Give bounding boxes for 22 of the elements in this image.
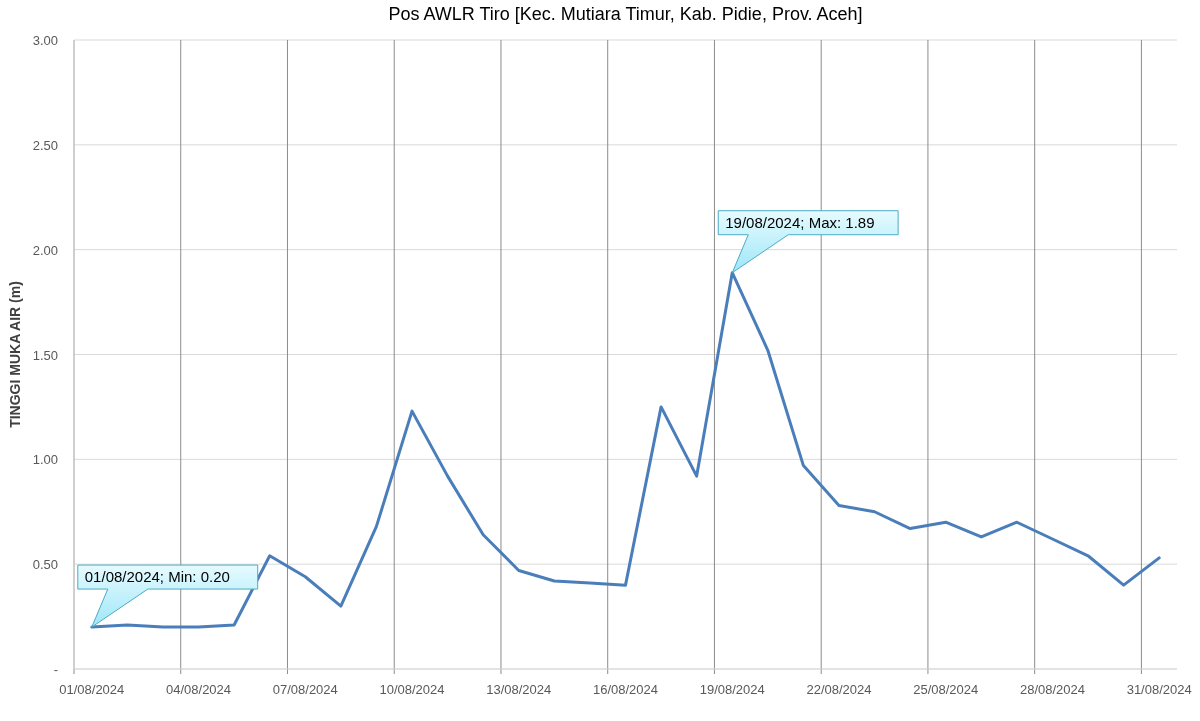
chart-title: Pos AWLR Tiro [Kec. Mutiara Timur, Kab. Pidie, Prov. Aceh] [388,4,863,24]
x-tick-label: 16/08/2024 [592,682,659,697]
x-tick-label: 28/08/2024 [1019,682,1086,697]
y-tick-label: 2.00 [32,242,58,258]
x-tick-label: 22/08/2024 [806,682,872,697]
y-tick-label: 1.50 [32,347,58,363]
x-tick-label: 19/08/2024 [699,682,765,697]
x-tick-label: 01/08/2024 [59,682,125,697]
y-tick-label: 2.50 [32,137,58,153]
x-tick-label: 04/08/2024 [165,682,232,697]
y-axis-title: TINGGI MUKA AIR (m) [7,281,23,428]
x-tick-label: 07/08/2024 [272,682,338,697]
y-tick-label: 0.50 [32,557,58,573]
x-tick-label: 13/08/2024 [486,682,552,697]
x-tick-label: 10/08/2024 [379,682,445,697]
annotation: 01/08/2024; Min: 0.20 [84,568,230,586]
x-tick-label: 31/08/2024 [1126,682,1192,697]
annotation: 19/08/2024; Max: 1.89 [725,213,875,231]
y-tick-label: 1.00 [32,452,58,468]
x-tick-label: 25/08/2024 [913,682,979,697]
y-tick-label: 3.00 [32,33,58,48]
y-tick-label: - [53,662,58,677]
